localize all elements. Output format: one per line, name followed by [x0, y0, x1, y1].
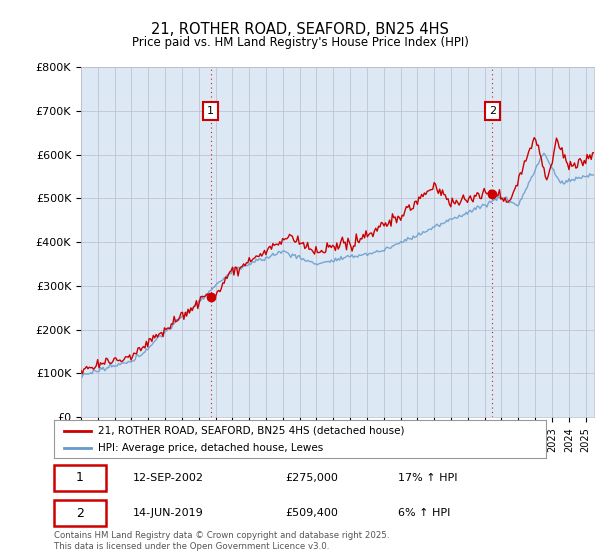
Text: 21, ROTHER ROAD, SEAFORD, BN25 4HS (detached house): 21, ROTHER ROAD, SEAFORD, BN25 4HS (deta… — [98, 426, 405, 436]
Text: 1: 1 — [207, 106, 214, 116]
Text: 1: 1 — [76, 472, 84, 484]
Text: 2: 2 — [76, 507, 84, 520]
Text: 14-JUN-2019: 14-JUN-2019 — [133, 508, 203, 518]
Text: 12-SEP-2002: 12-SEP-2002 — [133, 473, 204, 483]
Text: Contains HM Land Registry data © Crown copyright and database right 2025.
This d: Contains HM Land Registry data © Crown c… — [54, 531, 389, 551]
Text: 21, ROTHER ROAD, SEAFORD, BN25 4HS: 21, ROTHER ROAD, SEAFORD, BN25 4HS — [151, 22, 449, 36]
Text: £275,000: £275,000 — [285, 473, 338, 483]
Text: HPI: Average price, detached house, Lewes: HPI: Average price, detached house, Lewe… — [98, 443, 323, 453]
Text: £509,400: £509,400 — [285, 508, 338, 518]
FancyBboxPatch shape — [54, 500, 106, 526]
Text: 6% ↑ HPI: 6% ↑ HPI — [398, 508, 451, 518]
Text: 2: 2 — [488, 106, 496, 116]
Text: 17% ↑ HPI: 17% ↑ HPI — [398, 473, 458, 483]
Text: Price paid vs. HM Land Registry's House Price Index (HPI): Price paid vs. HM Land Registry's House … — [131, 36, 469, 49]
FancyBboxPatch shape — [54, 465, 106, 491]
